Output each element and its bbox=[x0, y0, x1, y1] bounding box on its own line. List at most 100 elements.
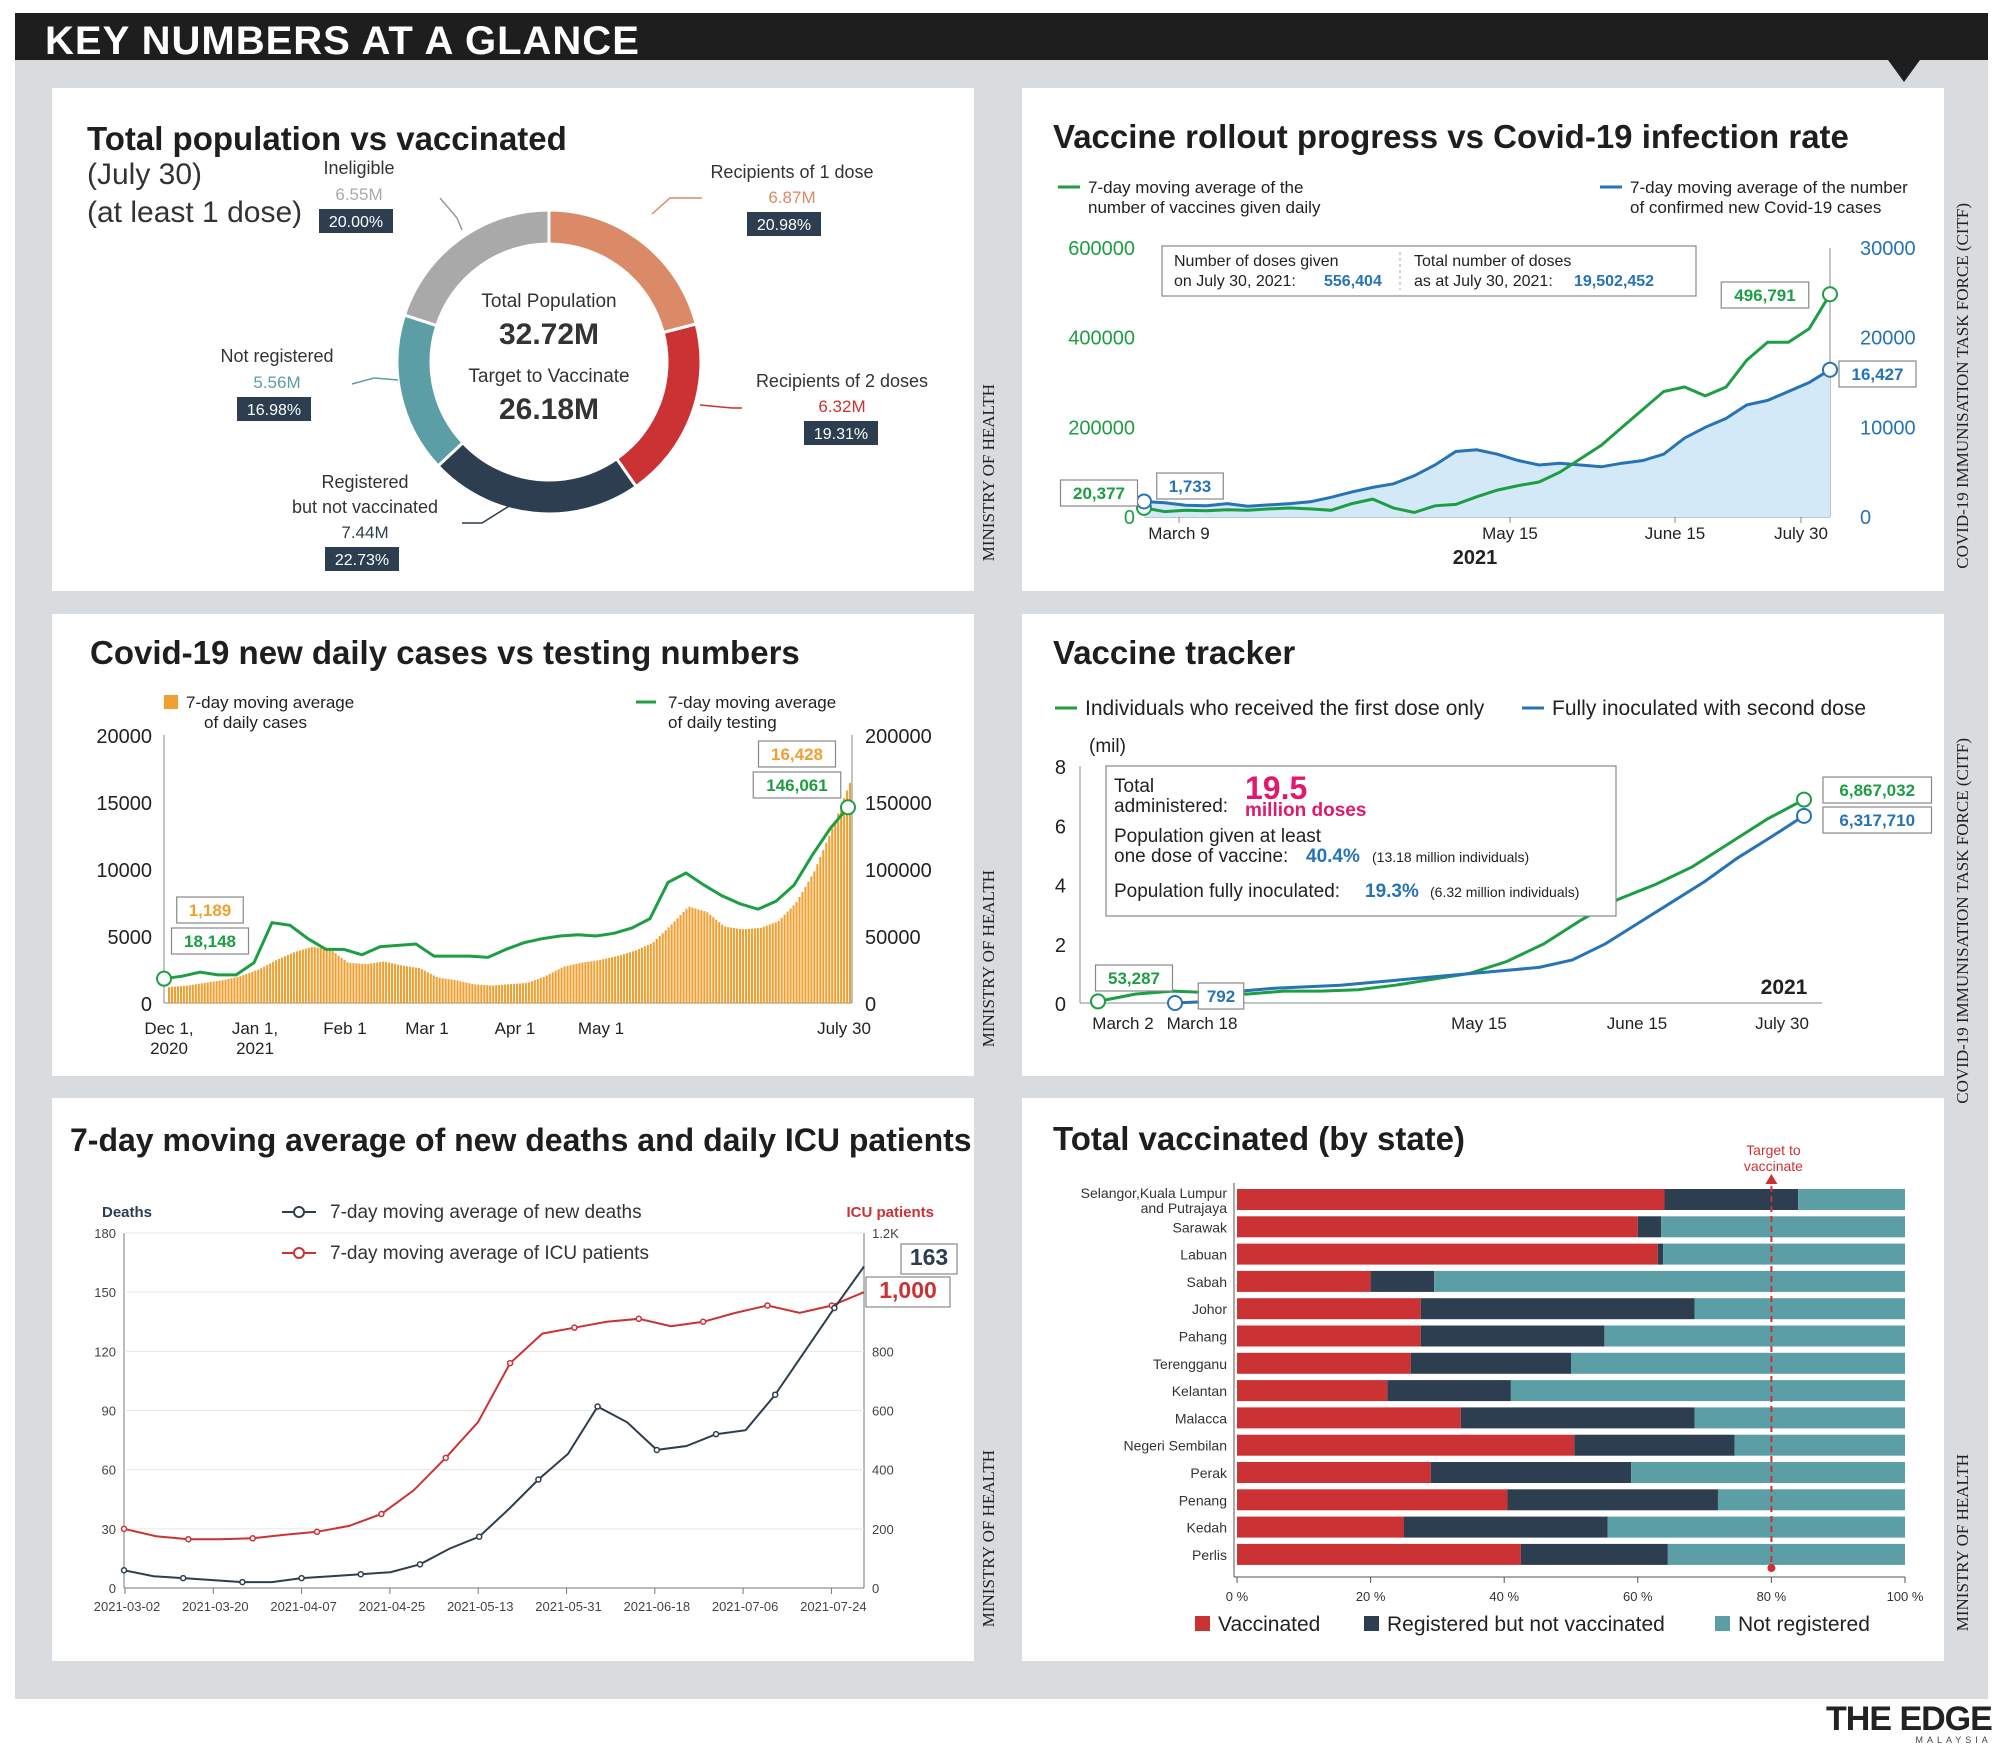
slice-notreg-pct-box bbox=[237, 397, 311, 421]
rollout-x-tick-1: May 15 bbox=[1482, 524, 1538, 543]
state-label-1: Sarawak bbox=[1173, 1219, 1228, 1235]
donut-center-label-2: Target to Vaccinate bbox=[468, 366, 629, 387]
testing-case-bar bbox=[257, 969, 260, 1003]
panel-rollout: Vaccine rollout progress vs Covid-19 inf… bbox=[1022, 88, 1944, 591]
deaths-legend-marker bbox=[293, 1206, 305, 1218]
testing-y-left-tick-3: 15000 bbox=[96, 793, 152, 815]
tracker-first-start-marker bbox=[1090, 993, 1106, 1010]
tracker-box-line3-pct: 19.3% bbox=[1365, 881, 1419, 902]
deaths-y-right-tick-2: 400 bbox=[872, 1463, 894, 1478]
testing-case-bar bbox=[269, 963, 272, 1003]
state-legend-swatch-2 bbox=[1715, 1616, 1730, 1631]
testing-case-bar bbox=[385, 961, 388, 1003]
testing-case-bar bbox=[631, 951, 635, 1003]
tracker-y-tick-2: 4 bbox=[1055, 876, 1066, 898]
icu-point bbox=[378, 1510, 385, 1518]
testing-label-cases-end-box bbox=[757, 740, 837, 768]
deaths-label-end-box bbox=[900, 1243, 958, 1275]
tracker-label-second-start: 792 bbox=[1207, 987, 1235, 1006]
testing-case-bar bbox=[405, 966, 408, 1003]
rollout-info-box bbox=[1161, 245, 1697, 297]
icu-line bbox=[123, 1291, 865, 1541]
testing-case-bar bbox=[492, 985, 495, 1003]
testing-case-bar bbox=[694, 908, 697, 1003]
testing-case-bar bbox=[510, 984, 513, 1003]
deaths-y-right-tick-1: 200 bbox=[872, 1522, 894, 1537]
deaths-x-tick-3: 2021-04-25 bbox=[359, 1599, 426, 1614]
testing-y-left-tick-0: 0 bbox=[141, 994, 152, 1016]
testing-x-tick-3: Mar 1 bbox=[405, 1019, 448, 1038]
state-bar-registered bbox=[1507, 1489, 1718, 1511]
tracker-box-total-unit: million doses bbox=[1245, 800, 1366, 821]
testing-case-bar bbox=[786, 911, 789, 1003]
population-title: Total population vs vaccinated bbox=[87, 120, 567, 157]
testing-case-bar bbox=[245, 974, 248, 1003]
testing-case-bar bbox=[498, 985, 501, 1003]
testing-case-bar bbox=[700, 910, 703, 1003]
testing-case-bar bbox=[394, 963, 397, 1003]
testing-case-bar bbox=[512, 983, 516, 1003]
testing-legend-orange-2: of daily cases bbox=[204, 713, 307, 732]
slice-ineligible-name: Ineligible bbox=[323, 158, 394, 178]
testing-case-bar bbox=[179, 986, 182, 1003]
tracker-chart: Individuals who received the first dose … bbox=[1055, 697, 1933, 1033]
testing-case-bar bbox=[295, 951, 298, 1003]
testing-case-bar bbox=[233, 977, 236, 1003]
tracker-first-end-marker bbox=[1796, 791, 1812, 808]
testing-case-bar bbox=[402, 965, 406, 1003]
testing-case-bar bbox=[239, 976, 242, 1003]
testing-case-bar bbox=[450, 979, 453, 1003]
testing-label-tests-end-box bbox=[752, 771, 842, 799]
state-bar-registered bbox=[1420, 1325, 1605, 1347]
tracker-label-first-start: 53,287 bbox=[1108, 969, 1160, 988]
rollout-y-left-tick-3: 600000 bbox=[1068, 238, 1135, 260]
testing-y-left-tick-4: 20000 bbox=[96, 726, 152, 748]
slice-2dose-value: 6.32M bbox=[818, 397, 865, 416]
testing-case-bar bbox=[614, 956, 617, 1003]
testing-case-bar bbox=[733, 928, 736, 1003]
donut-slice-3 bbox=[395, 313, 465, 469]
deaths-y-right-tick-0: 0 bbox=[872, 1581, 879, 1596]
testing-legend-green-2: of daily testing bbox=[668, 713, 777, 732]
testing-case-bar bbox=[560, 967, 563, 1003]
donut-slice-2 bbox=[435, 440, 639, 516]
testing-case-bar bbox=[587, 961, 590, 1003]
testing-case-bar bbox=[188, 985, 191, 1003]
testing-case-bar bbox=[840, 805, 843, 1003]
deaths-y-left-tick-3: 90 bbox=[102, 1404, 116, 1419]
testing-case-bar bbox=[798, 896, 801, 1003]
testing-case-bar bbox=[652, 941, 655, 1003]
testing-case-bar bbox=[718, 922, 721, 1003]
rollout-x-tick-2: June 15 bbox=[1645, 524, 1706, 543]
icu-point bbox=[635, 1315, 643, 1323]
state-bar-not_registered bbox=[1434, 1270, 1905, 1292]
testing-case-bar bbox=[602, 959, 605, 1003]
state-bar-vaccinated bbox=[1237, 1325, 1421, 1347]
testing-case-bar bbox=[391, 963, 394, 1003]
testing-case-bar bbox=[382, 961, 385, 1003]
deaths-x-tick-0: 2021-03-02 bbox=[94, 1599, 161, 1614]
testing-case-bar bbox=[724, 926, 727, 1003]
testing-case-bar bbox=[783, 914, 786, 1003]
testing-case-bar bbox=[197, 983, 200, 1003]
slice-1dose-leader bbox=[651, 197, 702, 215]
testing-case-bar bbox=[646, 944, 649, 1003]
testing-case-bar bbox=[337, 955, 340, 1003]
state-legend-label-0: Vaccinated bbox=[1218, 1613, 1320, 1636]
deaths-icu-title: 7-day moving average of new deaths and d… bbox=[70, 1122, 972, 1158]
testing-case-bar bbox=[307, 947, 310, 1003]
state-label-4: Johor bbox=[1192, 1301, 1227, 1317]
testing-y-right-tick-4: 200000 bbox=[865, 726, 932, 748]
slice-1dose-pct: 20.98% bbox=[757, 217, 811, 234]
testing-case-bar bbox=[536, 979, 539, 1003]
source-citf-2: COVID-19 IMMUNISATION TASK FORCE (CITF) bbox=[1953, 738, 1972, 1104]
testing-case-bar bbox=[298, 950, 301, 1003]
rollout-vaccines-line bbox=[1143, 293, 1832, 515]
testing-case-bar bbox=[843, 798, 846, 1003]
tracker-y-tick-1: 2 bbox=[1055, 935, 1066, 957]
tracker-box-total-value: 19.5 bbox=[1245, 770, 1307, 806]
tracker-info-box bbox=[1105, 765, 1617, 917]
testing-y-left-tick-2: 10000 bbox=[96, 860, 152, 882]
testing-case-bar bbox=[664, 930, 667, 1003]
